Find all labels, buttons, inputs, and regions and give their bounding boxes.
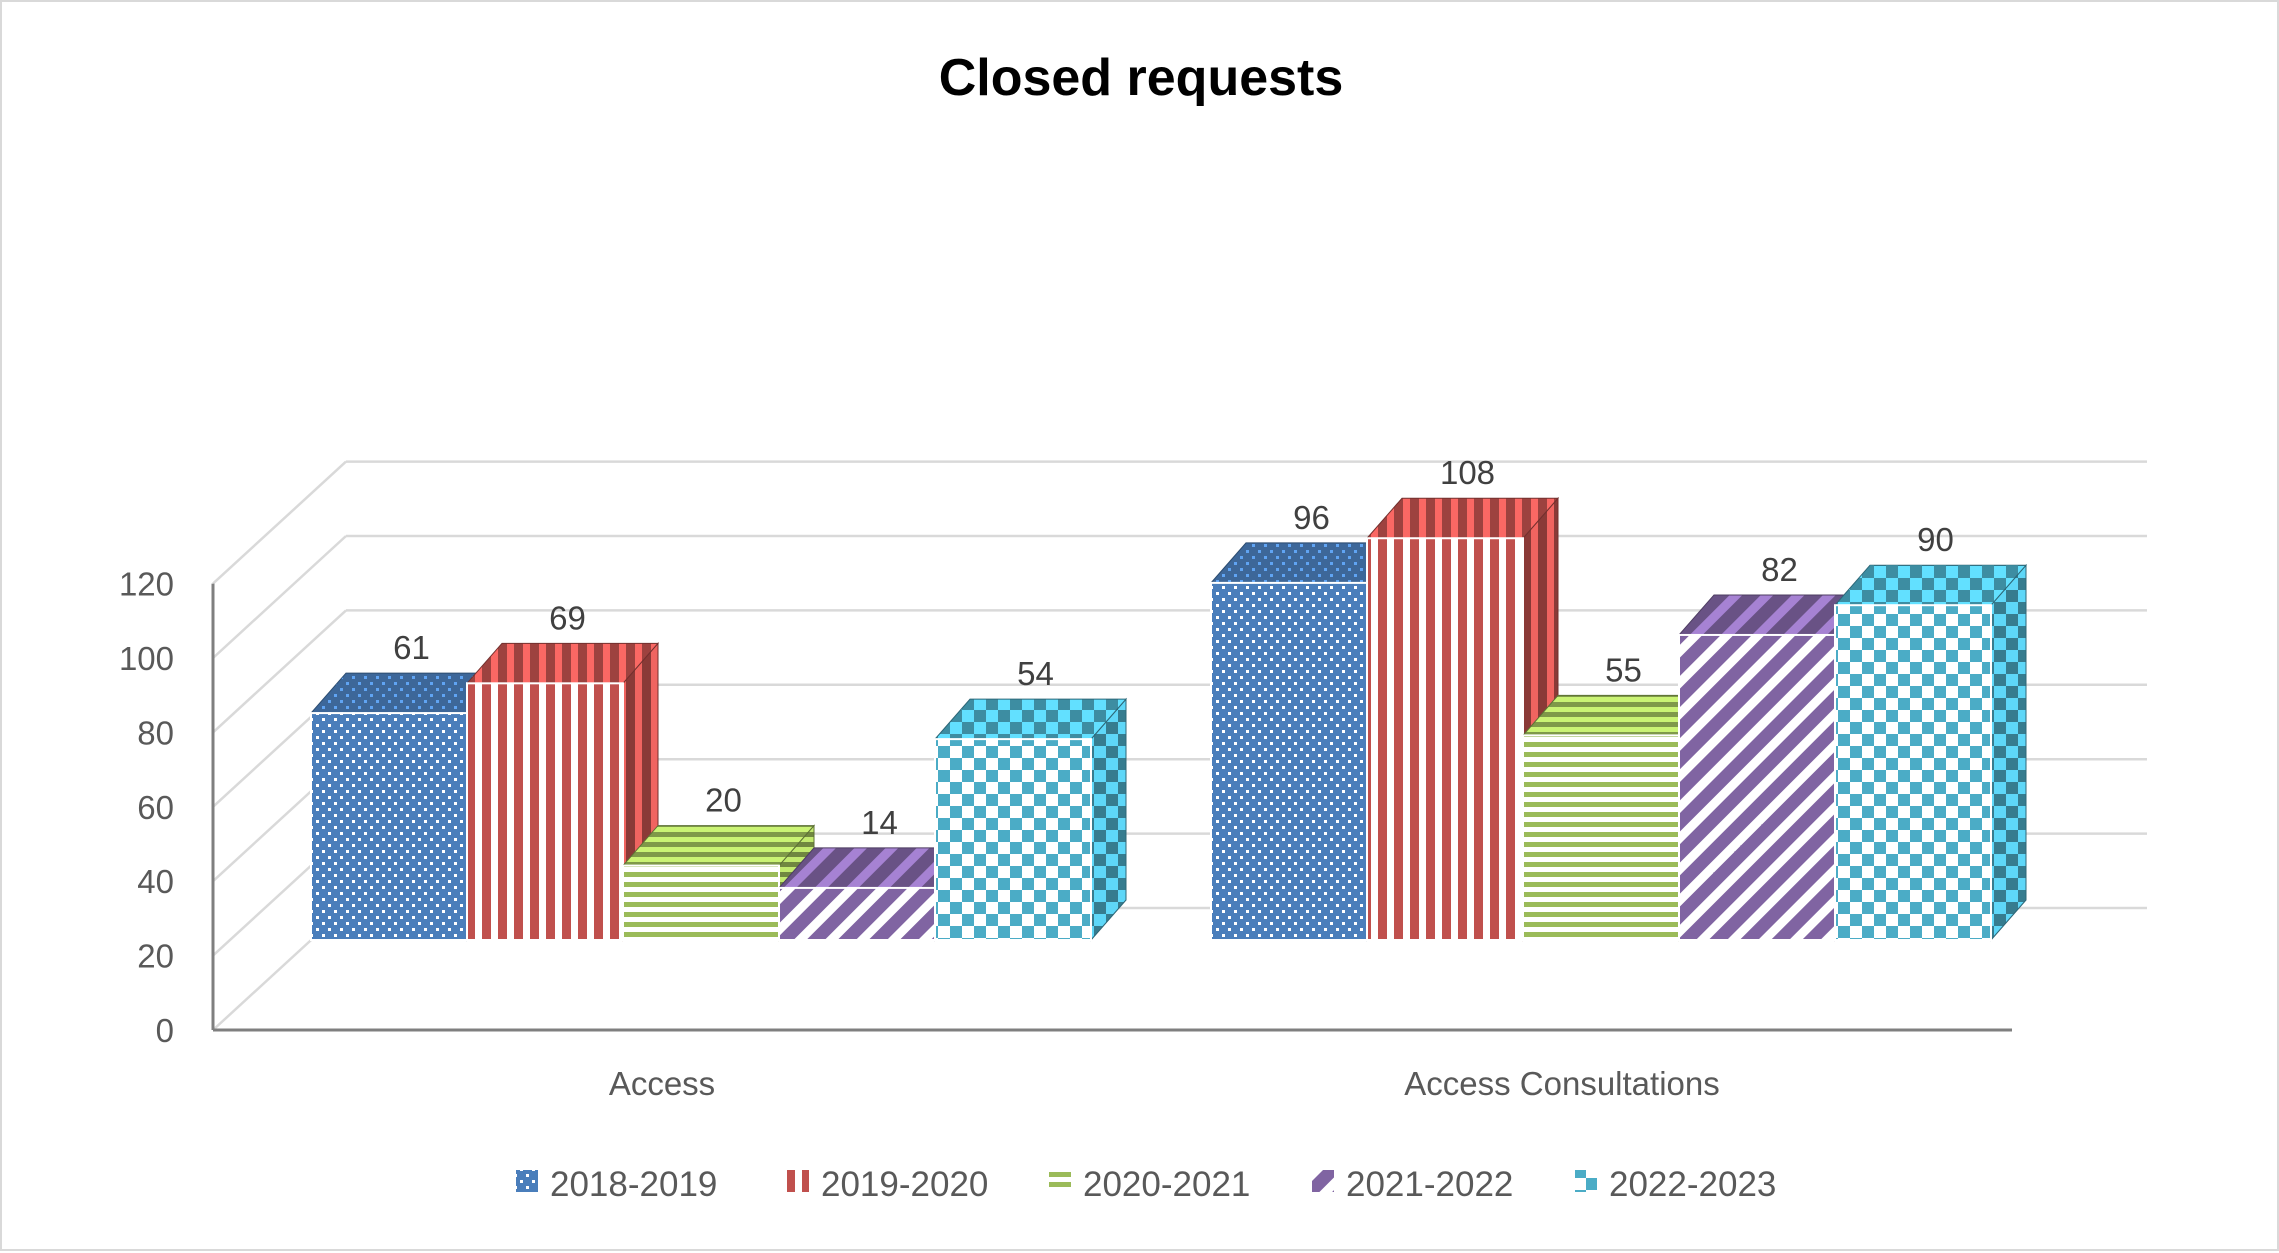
legend-label: 2022-2023	[1609, 1165, 1776, 1204]
y-tick-label: 20	[137, 938, 174, 975]
labels: 0 20 40 60 80 100 120 61 69 20 14 54 96 108 55 82 90 Acce…	[119, 454, 1954, 1102]
data-label: 108	[1440, 454, 1495, 491]
legend-swatch	[516, 1170, 538, 1192]
bar-2020-2021-access	[621, 824, 816, 942]
y-tick-label: 60	[137, 789, 174, 826]
data-label: 20	[705, 782, 742, 819]
bar-2019-2020-access-consultations	[1365, 496, 1560, 942]
legend-label: 2019-2020	[821, 1165, 988, 1204]
legend-item-2022-2023: 2022-2023	[1575, 1165, 1776, 1204]
bar-front-face	[466, 682, 624, 941]
legend-item-2019-2020: 2019-2020	[787, 1165, 988, 1204]
legend-item-2021-2022: 2021-2022	[1312, 1165, 1513, 1204]
bar-2022-2023-access-consultations	[1833, 563, 2028, 942]
data-label: 14	[861, 804, 898, 841]
x-category-label: Access Consultations	[1404, 1065, 1719, 1102]
legend: 2018-2019 2019-2020 2020-2021 2021-2022 2022…	[516, 1165, 1776, 1204]
y-tick-label: 120	[119, 566, 174, 603]
data-label: 90	[1917, 521, 1954, 558]
legend-item-2020-2021: 2020-2021	[1049, 1165, 1250, 1204]
y-tick-label: 80	[137, 714, 174, 751]
data-label: 96	[1293, 499, 1330, 536]
bar-front-face	[1210, 581, 1368, 941]
bar-side-face	[1990, 563, 2027, 942]
bar-front-face	[1678, 633, 1836, 942]
data-label: 61	[393, 629, 430, 666]
bar-front-face	[1366, 537, 1524, 941]
legend-swatch	[1575, 1170, 1597, 1192]
bar-2019-2020-access	[465, 641, 660, 942]
data-label: 55	[1605, 651, 1642, 688]
legend-label: 2021-2022	[1346, 1165, 1513, 1204]
bar-front-face	[1834, 604, 1992, 941]
bar-front-face	[778, 886, 936, 941]
bar-front-face	[622, 864, 780, 941]
legend-swatch	[787, 1170, 809, 1192]
bars	[309, 496, 2028, 942]
data-label: 82	[1761, 551, 1798, 588]
legend-swatch	[1312, 1170, 1334, 1192]
legend-item-2018-2019: 2018-2019	[516, 1165, 717, 1204]
bar-front-face	[1522, 734, 1680, 942]
bar-front-face	[934, 738, 1092, 941]
y-tick-label: 40	[137, 863, 174, 900]
axes	[211, 583, 2012, 1032]
legend-label: 2020-2021	[1083, 1165, 1250, 1204]
legend-label: 2018-2019	[550, 1165, 717, 1204]
legend-swatch	[1049, 1170, 1071, 1192]
y-tick-label: 100	[119, 640, 174, 677]
y-tick-label: 0	[156, 1012, 174, 1049]
bar-side-face	[1090, 697, 1127, 942]
data-label: 69	[549, 599, 586, 636]
data-label: 54	[1017, 655, 1054, 692]
x-category-label: Access	[609, 1065, 715, 1102]
bar-2022-2023-access	[933, 697, 1128, 942]
bar-front-face	[310, 712, 468, 942]
chart-title: Closed requests	[939, 49, 1344, 107]
